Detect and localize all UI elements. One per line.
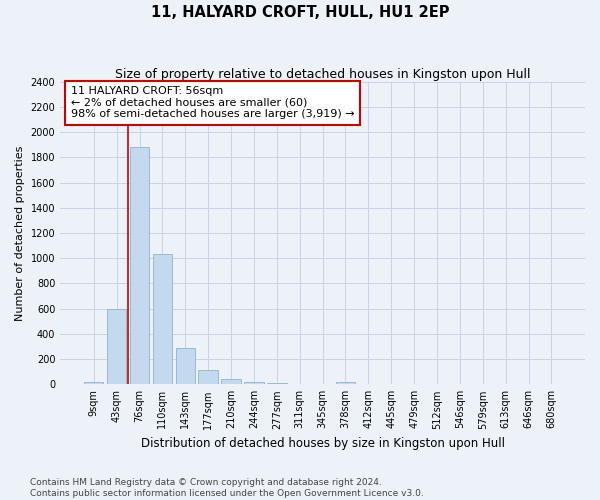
- Bar: [176, 348, 195, 384]
- Bar: [152, 254, 172, 384]
- Bar: [107, 308, 127, 384]
- Bar: [336, 382, 355, 384]
- Bar: [199, 370, 218, 384]
- Text: Contains HM Land Registry data © Crown copyright and database right 2024.
Contai: Contains HM Land Registry data © Crown c…: [30, 478, 424, 498]
- Bar: [244, 382, 263, 384]
- Title: Size of property relative to detached houses in Kingston upon Hull: Size of property relative to detached ho…: [115, 68, 530, 80]
- Bar: [221, 378, 241, 384]
- Text: 11 HALYARD CROFT: 56sqm
← 2% of detached houses are smaller (60)
98% of semi-det: 11 HALYARD CROFT: 56sqm ← 2% of detached…: [71, 86, 354, 120]
- Bar: [130, 147, 149, 384]
- Bar: [84, 382, 103, 384]
- Bar: [267, 383, 287, 384]
- Text: 11, HALYARD CROFT, HULL, HU1 2EP: 11, HALYARD CROFT, HULL, HU1 2EP: [151, 5, 449, 20]
- X-axis label: Distribution of detached houses by size in Kingston upon Hull: Distribution of detached houses by size …: [140, 437, 505, 450]
- Y-axis label: Number of detached properties: Number of detached properties: [15, 146, 25, 320]
